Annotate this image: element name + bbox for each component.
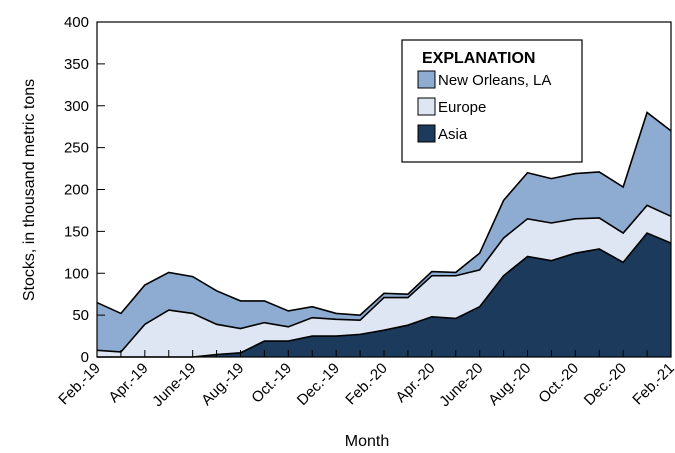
y-tick-label: 350 — [64, 56, 89, 73]
legend-title: EXPLANATION — [422, 50, 535, 67]
x-tick-label: June-20 — [436, 360, 486, 410]
y-axis-title: Stocks, in thousand metric tons — [21, 79, 38, 301]
x-tick-label: Apr.-20 — [392, 360, 438, 406]
outline-europe — [96, 204, 672, 353]
y-tick-label: 250 — [64, 140, 89, 157]
legend-label: New Orleans, LA — [438, 72, 551, 89]
legend: EXPLANATION New Orleans, LA Europe Asia — [401, 39, 583, 163]
x-tick-label: Aug.-20 — [485, 360, 534, 409]
area-layers — [97, 112, 671, 357]
x-tick-label: Dec.-20 — [581, 360, 630, 409]
x-tick-label: Oct.-19 — [248, 360, 295, 407]
outline-new-orleans-la — [96, 111, 672, 316]
x-tick-label: June-19 — [149, 360, 199, 410]
x-tick-label: Feb.-21 — [629, 360, 675, 409]
x-tick-label: Oct.-20 — [535, 360, 582, 407]
x-tick-label: Feb.-20 — [342, 360, 391, 409]
y-tick-label: 150 — [64, 223, 89, 240]
legend-swatch — [417, 70, 436, 89]
legend-label: Europe — [438, 99, 486, 116]
y-tick-label: 0 — [81, 349, 89, 366]
y-tick-label: 300 — [64, 98, 89, 115]
x-tick-label: Apr.-19 — [105, 360, 151, 406]
x-tick-label: Feb.-19 — [55, 360, 104, 409]
y-tick-label: 50 — [72, 307, 89, 324]
y-axis: 0 50 100 150 200 250 300 350 400 — [64, 14, 105, 366]
x-tick-label: Aug.-19 — [198, 360, 247, 409]
y-tick-label: 100 — [64, 265, 89, 282]
x-tick-label: Dec.-19 — [294, 360, 343, 409]
y-tick-label: 400 — [64, 14, 89, 31]
y-tick-label: 200 — [64, 182, 89, 199]
legend-label: Asia — [438, 126, 468, 143]
legend-items: New Orleans, LA Europe Asia — [417, 70, 551, 143]
x-axis-title: Month — [345, 433, 389, 450]
legend-swatch — [417, 124, 436, 143]
legend-swatch — [417, 97, 436, 116]
area-asia — [97, 233, 671, 357]
area-europe — [97, 205, 671, 357]
